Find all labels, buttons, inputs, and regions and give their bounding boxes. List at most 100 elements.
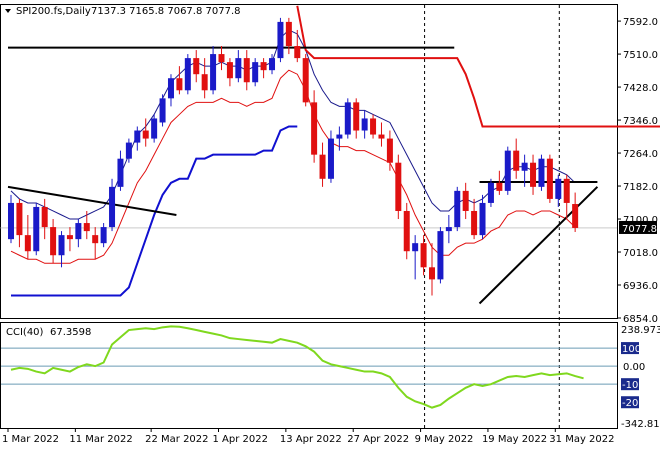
candle (277, 17, 284, 63)
candle (361, 110, 368, 139)
candle (395, 154, 402, 220)
ohlc-readout: 7137.3 7165.8 7067.8 7077.8 (91, 6, 241, 17)
date-tick-label: 9 May 2022 (415, 434, 474, 445)
candle (462, 182, 469, 220)
candle (201, 58, 208, 99)
price-tick-label: 7428.0 (623, 83, 658, 94)
date-tick-label: 31 May 2022 (549, 434, 614, 445)
candle (151, 114, 158, 143)
price-tick-label: 7264.0 (623, 149, 658, 160)
candle (33, 202, 40, 256)
candle (142, 118, 149, 147)
candle (429, 243, 435, 296)
candle (496, 170, 503, 195)
candle (8, 194, 14, 244)
cci-scale-bottom: -342.819 (621, 419, 660, 430)
price-tick-label: 6936.0 (623, 281, 658, 292)
cci-value: 67.3598 (50, 327, 91, 338)
cci-level-label: 100 (622, 344, 641, 355)
candle (319, 142, 326, 187)
cci-scale-top: 238.9731 (621, 325, 660, 336)
candle (24, 215, 31, 260)
candle (437, 227, 444, 284)
candle (83, 210, 90, 240)
cci-panel-frame (0, 322, 618, 429)
candle (521, 154, 528, 187)
candle (454, 186, 461, 232)
trendline (7, 185, 177, 216)
price-tick-label: 7182.0 (623, 182, 658, 193)
price-tick-label: 6854.0 (623, 314, 658, 325)
price-tick-label: 7510.0 (623, 50, 658, 61)
candle (260, 58, 267, 79)
candle (75, 219, 82, 248)
red-resistance-line (296, 5, 660, 128)
candle (193, 50, 200, 83)
candle (226, 58, 233, 87)
candle (109, 178, 116, 232)
date-tick-label: 22 Mar 2022 (145, 434, 208, 445)
candle (269, 54, 276, 75)
date-tick-label: 1 Mar 2022 (2, 434, 59, 445)
candle (16, 198, 23, 248)
cci-line (10, 325, 584, 409)
cci-level-box (621, 378, 639, 391)
candle (344, 98, 351, 139)
upper-band-line (10, 29, 576, 220)
date-tick-label: 27 Apr 2022 (347, 434, 409, 445)
cci-header: CCI(40) 67.3598 (6, 327, 91, 338)
candle (125, 138, 132, 163)
candle (504, 146, 511, 195)
candle (513, 138, 520, 179)
candle (92, 227, 99, 260)
candle (336, 126, 343, 151)
cci-label: CCI(40) (6, 327, 44, 338)
price-tick-label: 7592.0 (623, 17, 658, 28)
dropdown-triangle-icon[interactable] (5, 9, 11, 13)
candle (235, 50, 242, 83)
date-tick-label: 13 Apr 2022 (280, 434, 342, 445)
candle (530, 154, 537, 195)
candle (58, 231, 65, 268)
cci-level-box (621, 396, 639, 409)
date-tick-label: 19 May 2022 (482, 434, 547, 445)
date-tick-label: 11 Mar 2022 (69, 434, 132, 445)
candle (134, 126, 141, 151)
candle (445, 215, 452, 244)
candle (378, 122, 385, 147)
lower-band-line (10, 69, 576, 264)
candle (471, 198, 478, 240)
candle (50, 219, 57, 264)
candle (327, 130, 334, 183)
cci-level-label: 0.00 (623, 362, 645, 373)
current-price-tag: 7077.8 (619, 220, 657, 235)
candle (176, 66, 183, 95)
candle (353, 98, 360, 139)
price-tick-label: 7018.0 (623, 248, 658, 259)
price-tick-label: 7100.0 (623, 215, 658, 226)
date-tick-label: 1 Apr 2022 (213, 434, 268, 445)
candle (184, 54, 191, 95)
candle (555, 174, 562, 207)
candle (403, 202, 410, 260)
candle (538, 154, 545, 191)
candle (66, 227, 73, 252)
candle (487, 178, 494, 207)
candle (167, 74, 174, 107)
candle (100, 223, 107, 248)
candle (386, 130, 393, 171)
candle (311, 90, 318, 163)
candle (412, 235, 419, 280)
candle (294, 29, 301, 63)
cci-level-label: -100 (622, 380, 645, 391)
current-price-label: 7077.8 (622, 224, 657, 235)
candle (479, 194, 486, 240)
symbol-label: SPI200.fs,Daily (16, 6, 91, 17)
cci-level-label: -200 (622, 398, 645, 409)
price-tick-label: 7346.0 (623, 116, 658, 127)
candle (159, 94, 166, 127)
candle (420, 235, 427, 276)
candle (370, 114, 377, 139)
blue-support-line (11, 125, 298, 297)
